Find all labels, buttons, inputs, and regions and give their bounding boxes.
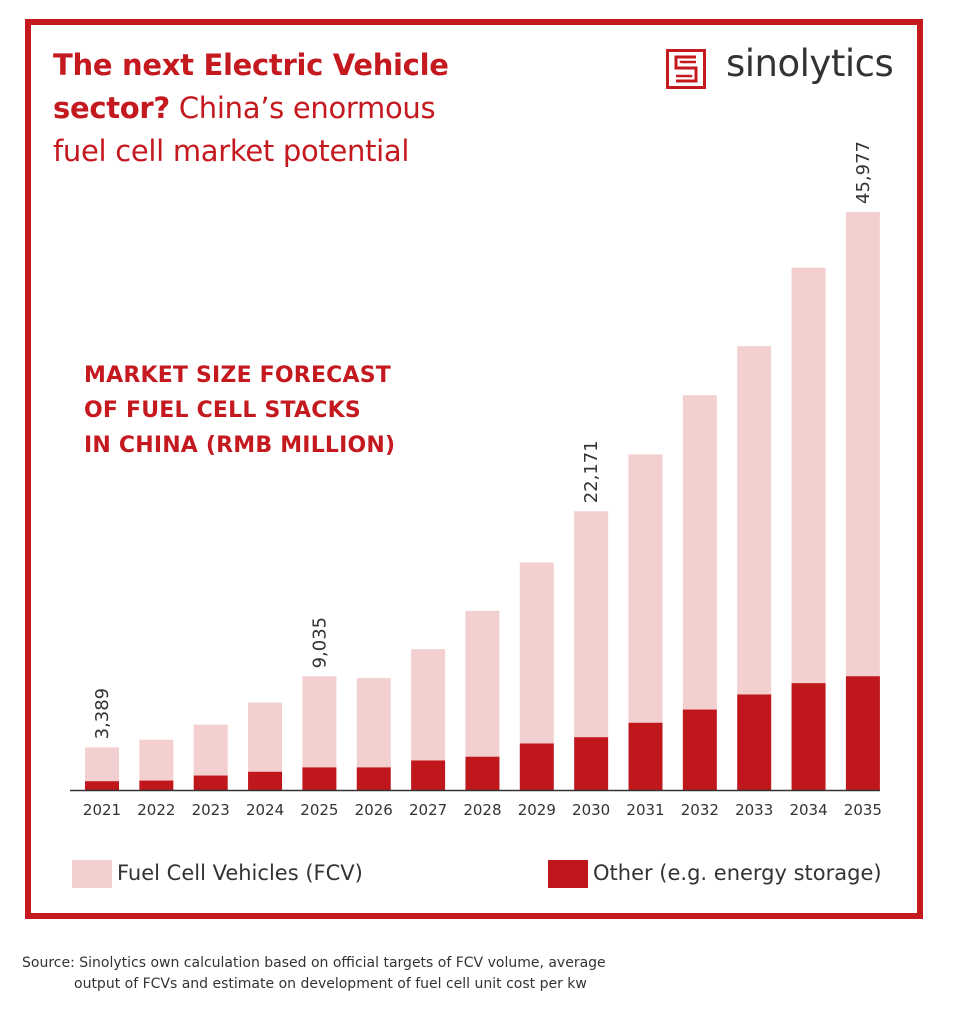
sinolytics-logo-icon [666,49,706,89]
bar-other-2028 [465,756,500,790]
source-line-2: output of FCVs and estimate on developme… [74,976,587,992]
bar-other-2035 [845,676,880,790]
bar-other-2021 [85,781,119,790]
bar-fcv-2031 [628,454,663,723]
x-tick-label-2027: 2027 [409,801,447,819]
title-line-2-bold: sector? [53,91,170,125]
data-label-2035: 45,977 [853,141,874,204]
chart-frame [25,19,923,919]
chart-title-line-2: OF FUEL CELL STACKS [84,398,361,423]
chart-title-line-1: MARKET SIZE FORECAST [84,363,391,388]
bar-other-2033 [737,694,772,790]
bar-fcv-2033 [737,346,772,695]
bar-fcv-2021 [85,747,119,782]
bar-fcv-2028 [465,610,500,757]
logo-text: sinolytics [726,42,894,85]
bar-other-2024 [248,771,283,790]
title-line-3: fuel cell market potential [53,134,410,168]
source-line-1: Source: Sinolytics own calculation based… [22,955,606,971]
source-note: Source: Sinolytics own calculation based… [22,953,722,995]
title-line-2-rest: China’s enormous [169,91,436,125]
bar-other-2030 [574,737,609,790]
x-tick-label-2023: 2023 [192,801,230,819]
bar-other-2026 [356,767,391,790]
x-tick-label-2024: 2024 [246,801,284,819]
data-label-2021: 3,389 [92,688,113,740]
legend-swatch-fcv [72,860,112,888]
bar-fcv-2026 [356,678,391,768]
bar-other-2032 [682,709,717,790]
x-tick-label-2025: 2025 [300,801,338,819]
x-tick-label-2031: 2031 [626,801,664,819]
bar-other-2029 [519,743,554,790]
bar-fcv-2025 [302,676,337,768]
x-tick-label-2030: 2030 [572,801,610,819]
bar-fcv-2032 [682,395,717,710]
bar-fcv-2030 [574,511,609,738]
bar-fcv-2022 [139,739,174,781]
bar-fcv-2034 [791,267,826,684]
bar-chart: 2021 2022 2023 2024 2025 2026 2027 2028 2029 2030… [70,141,882,819]
x-tick-label-2029: 2029 [518,801,556,819]
data-label-2030: 22,171 [581,440,602,503]
legend-label-fcv: Fuel Cell Vehicles (FCV) [117,861,363,885]
bar-fcv-2024 [248,702,283,772]
title-line-1: The next Electric Vehicle [53,48,449,82]
chart-title-line-3: IN CHINA (RMB MILLION) [84,433,396,458]
page-title: The next Electric Vehicle sector? China’… [53,44,449,173]
bar-other-2023 [193,775,228,790]
bar-other-2034 [791,683,826,790]
bar-fcv-2035 [845,212,880,677]
bar-other-2031 [628,722,663,790]
bar-other-2025 [302,767,337,790]
bar-other-2027 [411,760,446,790]
x-tick-label-2026: 2026 [355,801,393,819]
legend-label-other: Other (e.g. energy storage) [593,861,882,885]
x-tick-label-2022: 2022 [137,801,175,819]
data-label-2025: 9,035 [309,617,330,669]
x-tick-label-2028: 2028 [463,801,501,819]
legend-swatch-other [548,860,588,888]
x-tick-label-2033: 2033 [735,801,773,819]
chart-title: MARKET SIZE FORECAST OF FUEL CELL STACKS… [84,358,484,463]
x-tick-label-2035: 2035 [844,801,882,819]
bar-other-2022 [139,780,174,790]
x-tick-label-2032: 2032 [681,801,719,819]
bar-fcv-2029 [519,562,554,744]
bar-fcv-2023 [193,724,228,776]
x-tick-label-2034: 2034 [789,801,827,819]
x-tick-label-2021: 2021 [83,801,121,819]
bar-fcv-2027 [411,649,446,761]
